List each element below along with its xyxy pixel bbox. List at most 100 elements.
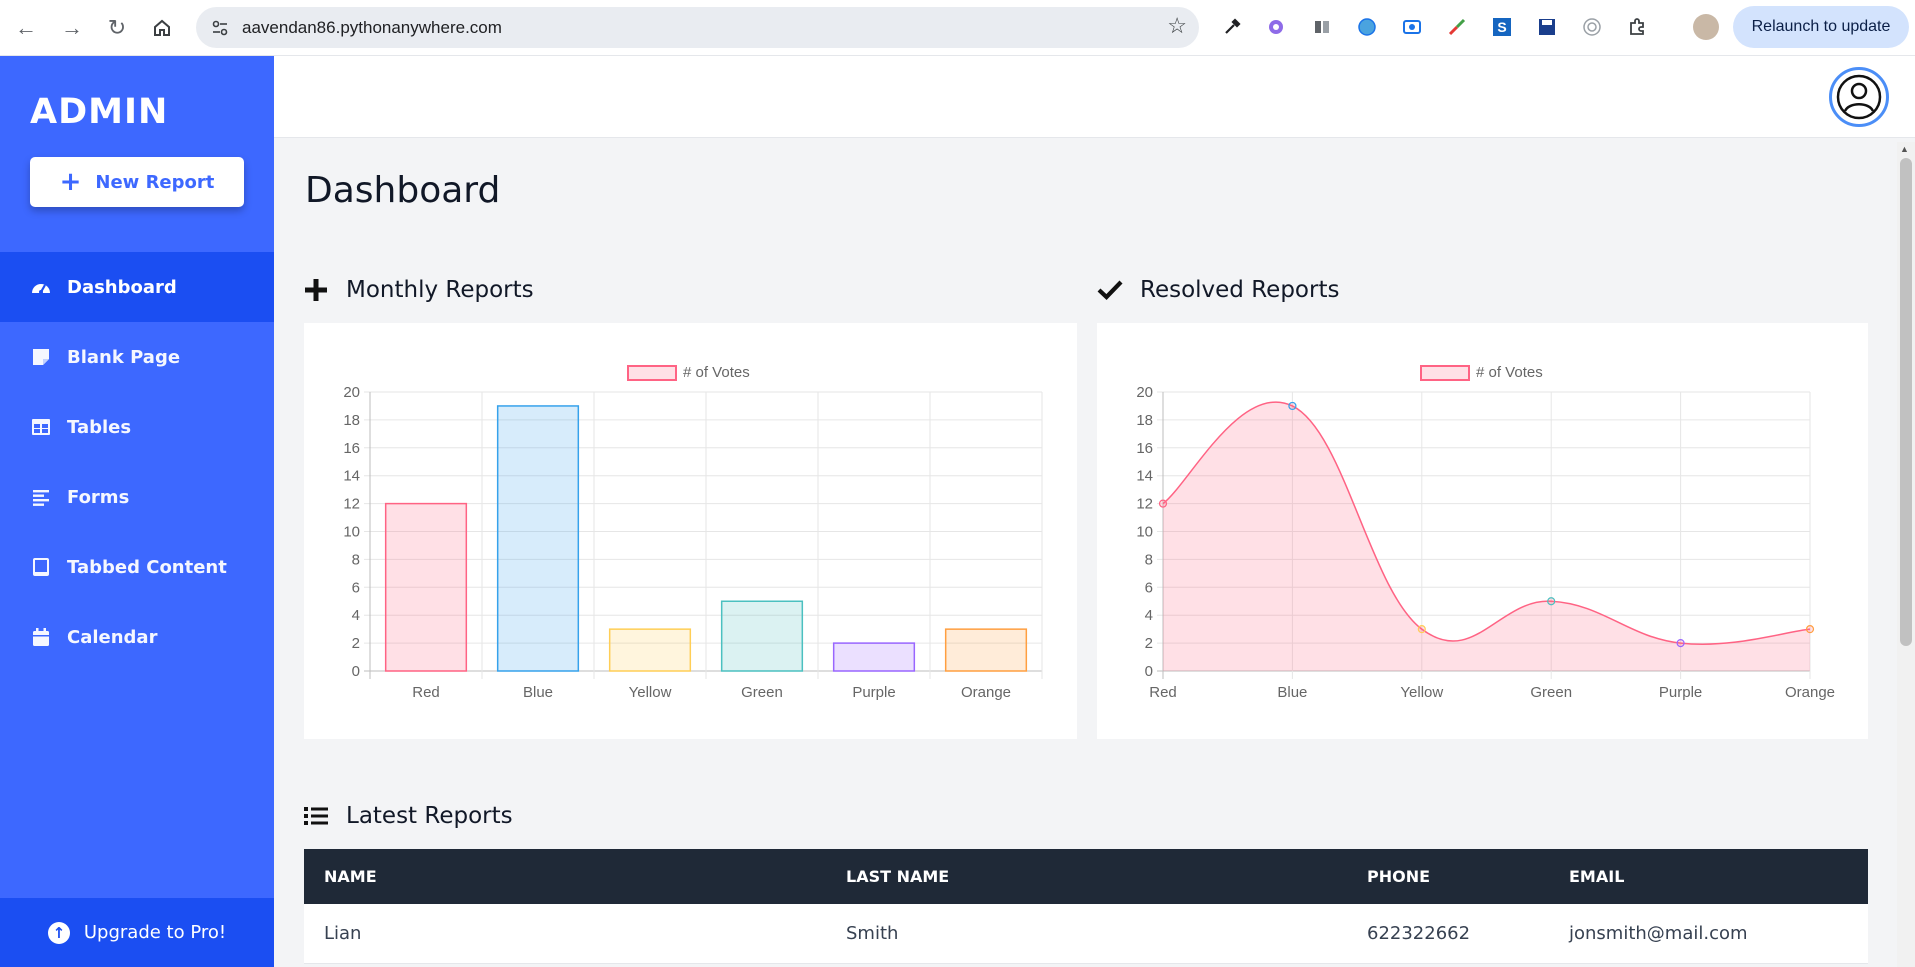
bar <box>832 642 916 672</box>
cell-last-name: Smith <box>846 923 899 944</box>
y-tick-label: 10 <box>1136 524 1153 541</box>
y-tick-label: 20 <box>343 384 360 401</box>
sidebar-item-tabbed-content[interactable]: Tabbed Content <box>0 532 274 602</box>
x-tick-label: Green <box>741 684 783 701</box>
table-row[interactable]: Lian Smith 622322662 jonsmith@mail.com <box>304 904 1868 964</box>
x-tick-label: Orange <box>961 684 1011 701</box>
bar <box>720 600 804 672</box>
y-tick-label: 2 <box>1145 635 1153 652</box>
x-tick-label: Blue <box>1277 684 1307 701</box>
top-header <box>274 56 1915 138</box>
y-tick-label: 8 <box>352 551 360 568</box>
back-icon[interactable]: ← <box>15 15 37 40</box>
y-tick-label: 18 <box>1136 412 1153 429</box>
url-text[interactable]: aavendan86.pythonanywhere.com <box>242 18 502 37</box>
y-tick-label: 20 <box>1136 384 1153 401</box>
gauge-icon <box>30 276 52 298</box>
align-left-icon <box>30 486 52 508</box>
x-tick-label: Red <box>412 684 440 701</box>
x-tick-label: Yellow <box>629 684 672 701</box>
sidebar-item-label: Tabbed Content <box>67 556 227 578</box>
sidebar-item-label: Blank Page <box>67 346 181 368</box>
bar <box>384 502 468 672</box>
arrow-up-circle-icon: ↑ <box>47 921 70 944</box>
site-info-icon[interactable] <box>206 14 234 42</box>
y-tick-label: 16 <box>1136 440 1153 457</box>
data-point <box>1288 401 1297 411</box>
column-header[interactable]: NAME <box>324 867 377 886</box>
sidebar-item-label: Forms <box>67 486 130 508</box>
scroll-up-arrow-icon[interactable]: ▲ <box>1900 144 1909 154</box>
fingerprint-extension-icon[interactable] <box>1580 15 1604 39</box>
profile-avatar[interactable] <box>1693 14 1719 40</box>
y-tick-label: 16 <box>343 440 360 457</box>
list-icon <box>302 802 330 830</box>
sidebar-menu: Dashboard Blank Page Tables Forms Tabbed… <box>0 252 274 672</box>
eyedropper-extension-icon[interactable] <box>1220 15 1244 39</box>
y-tick-label: 12 <box>1136 496 1153 513</box>
relaunch-button[interactable]: Relaunch to update <box>1733 6 1909 48</box>
color-picker-extension-icon[interactable] <box>1445 15 1469 39</box>
monthly-reports-title: Monthly Reports <box>346 277 534 303</box>
data-point <box>1547 597 1556 606</box>
forward-icon[interactable]: → <box>61 15 83 40</box>
bar <box>608 628 692 672</box>
globe-extension-icon[interactable] <box>1355 15 1379 39</box>
sidebar-item-forms[interactable]: Forms <box>0 462 274 532</box>
scrollbar-thumb[interactable] <box>1900 158 1912 646</box>
s-extension-icon[interactable]: S <box>1490 15 1514 39</box>
extensions-puzzle-icon[interactable] <box>1625 15 1649 39</box>
user-circle-icon <box>1836 74 1882 120</box>
upgrade-button[interactable]: ↑ Upgrade to Pro! <box>0 898 274 967</box>
screen-record-extension-icon[interactable] <box>1400 15 1424 39</box>
user-avatar-button[interactable] <box>1829 67 1889 127</box>
save-extension-icon[interactable] <box>1535 15 1559 39</box>
column-header[interactable]: EMAIL <box>1569 867 1625 886</box>
gear-extension-icon[interactable] <box>1264 15 1288 39</box>
address-bar[interactable]: aavendan86.pythonanywhere.com ☆ <box>196 7 1199 48</box>
plus-icon: + <box>59 167 82 197</box>
table-icon <box>30 416 52 438</box>
x-tick-label: Yellow <box>1400 684 1443 701</box>
x-tick-label: Red <box>1149 684 1177 701</box>
sidebar-item-calendar[interactable]: Calendar <box>0 602 274 672</box>
legend-label: # of Votes <box>683 364 750 381</box>
y-tick-label: 8 <box>1145 551 1153 568</box>
cell-email: jonsmith@mail.com <box>1569 923 1748 944</box>
tablet-icon <box>30 556 52 578</box>
bookmark-extension-icon[interactable] <box>1310 15 1334 39</box>
sidebar-item-tables[interactable]: Tables <box>0 392 274 462</box>
upgrade-label: Upgrade to Pro! <box>83 922 227 943</box>
resolved-area-chart: 0 2 4 6 8 10 12 14 16 18 20 Red Blue Yellow Green Purpl… <box>1136 384 1835 701</box>
data-point <box>1158 499 1168 508</box>
new-report-label: New Report <box>95 171 215 193</box>
x-tick-label: Green <box>1530 684 1572 701</box>
cell-phone: 622322662 <box>1367 923 1471 944</box>
sidebar-item-label: Calendar <box>67 626 158 648</box>
sidebar-item-label: Tables <box>67 416 132 438</box>
latest-reports-title: Latest Reports <box>346 803 513 829</box>
bookmark-star-icon[interactable]: ☆ <box>1167 13 1187 38</box>
legend-label: # of Votes <box>1476 364 1543 381</box>
data-point <box>1805 625 1815 634</box>
sidebar-item-blank-page[interactable]: Blank Page <box>0 322 274 392</box>
column-header[interactable]: LAST NAME <box>846 867 950 886</box>
y-tick-label: 6 <box>352 579 360 596</box>
latest-reports-heading: Latest Reports <box>302 802 513 830</box>
new-report-button[interactable]: + New Report <box>30 157 244 207</box>
page-title: Dashboard <box>305 170 501 211</box>
column-header[interactable]: PHONE <box>1367 867 1431 886</box>
home-icon[interactable] <box>146 12 178 44</box>
monthly-reports-card: # of Votes 0 2 4 6 8 10 12 14 16 18 20 Red Blue Yello… <box>304 323 1077 739</box>
y-tick-label: 14 <box>1136 468 1153 485</box>
data-point <box>1417 625 1426 634</box>
bar <box>496 405 580 672</box>
chart-legend[interactable]: # of Votes <box>627 364 750 381</box>
chart-legend[interactable]: # of Votes <box>1420 364 1543 381</box>
sidebar-item-dashboard[interactable]: Dashboard <box>0 252 274 322</box>
legend-swatch <box>1420 364 1470 381</box>
reload-icon[interactable]: ↻ <box>107 15 127 40</box>
y-tick-label: 14 <box>343 468 360 485</box>
y-tick-label: 4 <box>352 607 360 624</box>
brand-logo[interactable]: ADMIN <box>30 92 169 132</box>
